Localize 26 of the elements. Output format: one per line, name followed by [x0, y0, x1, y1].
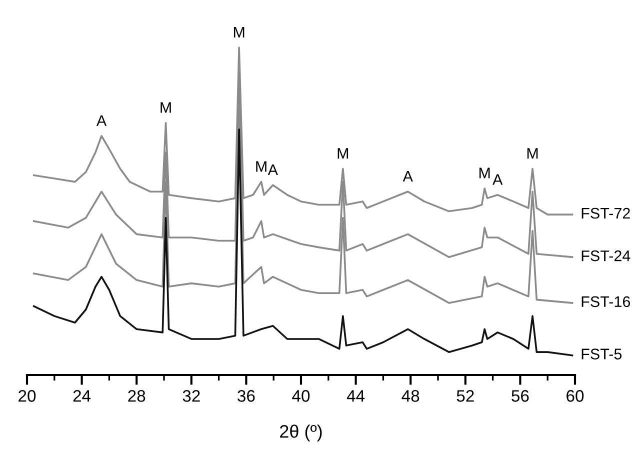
x-tick-label: 56	[512, 390, 529, 402]
x-tick-label: 44	[346, 390, 365, 402]
annotation: A	[268, 164, 278, 175]
annotation: A	[402, 171, 413, 182]
x-tick-label: 24	[73, 390, 91, 402]
x-tick-label: 60	[566, 390, 584, 402]
x-tick-label: 48	[402, 390, 420, 402]
annotation: A	[96, 115, 107, 126]
series-label: FST-24	[582, 250, 630, 262]
series-label: FST-72	[582, 208, 630, 219]
x-tick-label: 40	[292, 390, 310, 402]
annotation: A	[492, 174, 503, 185]
x-tick-label: 52	[456, 390, 474, 402]
x-tick-label: 36	[238, 390, 255, 402]
annotation: M	[234, 26, 244, 38]
series-label: FST-5	[582, 348, 622, 360]
annotation: M	[160, 102, 171, 113]
annotation: M	[479, 168, 490, 178]
x-tick-label: 28	[128, 390, 146, 402]
x-tick-label: 32	[182, 390, 200, 402]
annotation: M	[527, 148, 538, 159]
x-tick-label: 20	[18, 390, 36, 402]
x-axis-title: 2θ (º)	[280, 424, 322, 442]
series-label: FST-16	[582, 296, 630, 308]
annotation: M	[256, 161, 266, 172]
annotation: M	[338, 148, 348, 159]
